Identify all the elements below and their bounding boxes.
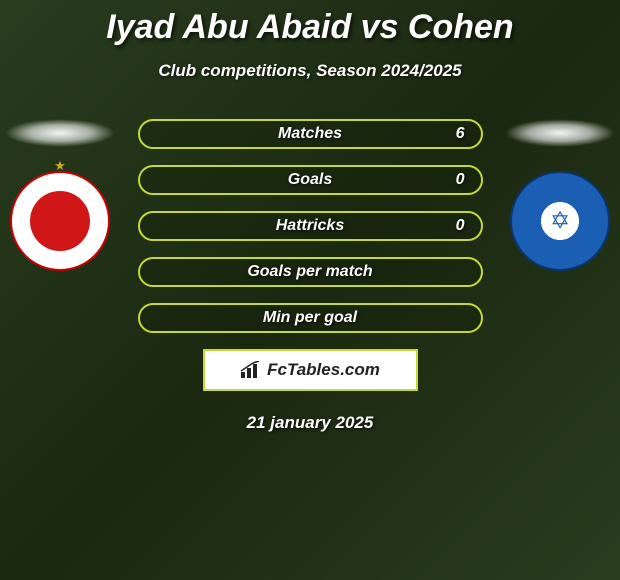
stat-label: Goals per match [247,263,372,281]
team-crest-left [10,171,110,271]
badge-shadow [505,119,615,147]
date-label: 21 january 2025 [0,413,620,433]
comparison-panel: Matches 6 Goals 0 Hattricks 0 Goals per … [0,119,620,433]
player-left-badge [5,119,115,271]
brand-text: FcTables.com [267,360,380,380]
stat-label: Min per goal [263,309,357,327]
team-crest-right [510,171,610,271]
stat-row: Goals per match [138,257,483,287]
stat-row: Matches 6 [138,119,483,149]
stat-label: Matches [278,125,342,143]
badge-shadow [5,119,115,147]
page-subtitle: Club competitions, Season 2024/2025 [0,61,620,81]
bar-chart-icon [240,361,262,379]
stat-label: Hattricks [276,217,344,235]
stat-right-value: 6 [456,125,465,143]
player-right-badge [505,119,615,271]
stat-row: Goals 0 [138,165,483,195]
brand-badge: FcTables.com [203,349,418,391]
stat-row: Hattricks 0 [138,211,483,241]
stats-list: Matches 6 Goals 0 Hattricks 0 Goals per … [138,119,483,333]
stat-label: Goals [288,171,332,189]
stat-right-value: 0 [456,217,465,235]
page-title: Iyad Abu Abaid vs Cohen [0,0,620,47]
stat-row: Min per goal [138,303,483,333]
stat-right-value: 0 [456,171,465,189]
